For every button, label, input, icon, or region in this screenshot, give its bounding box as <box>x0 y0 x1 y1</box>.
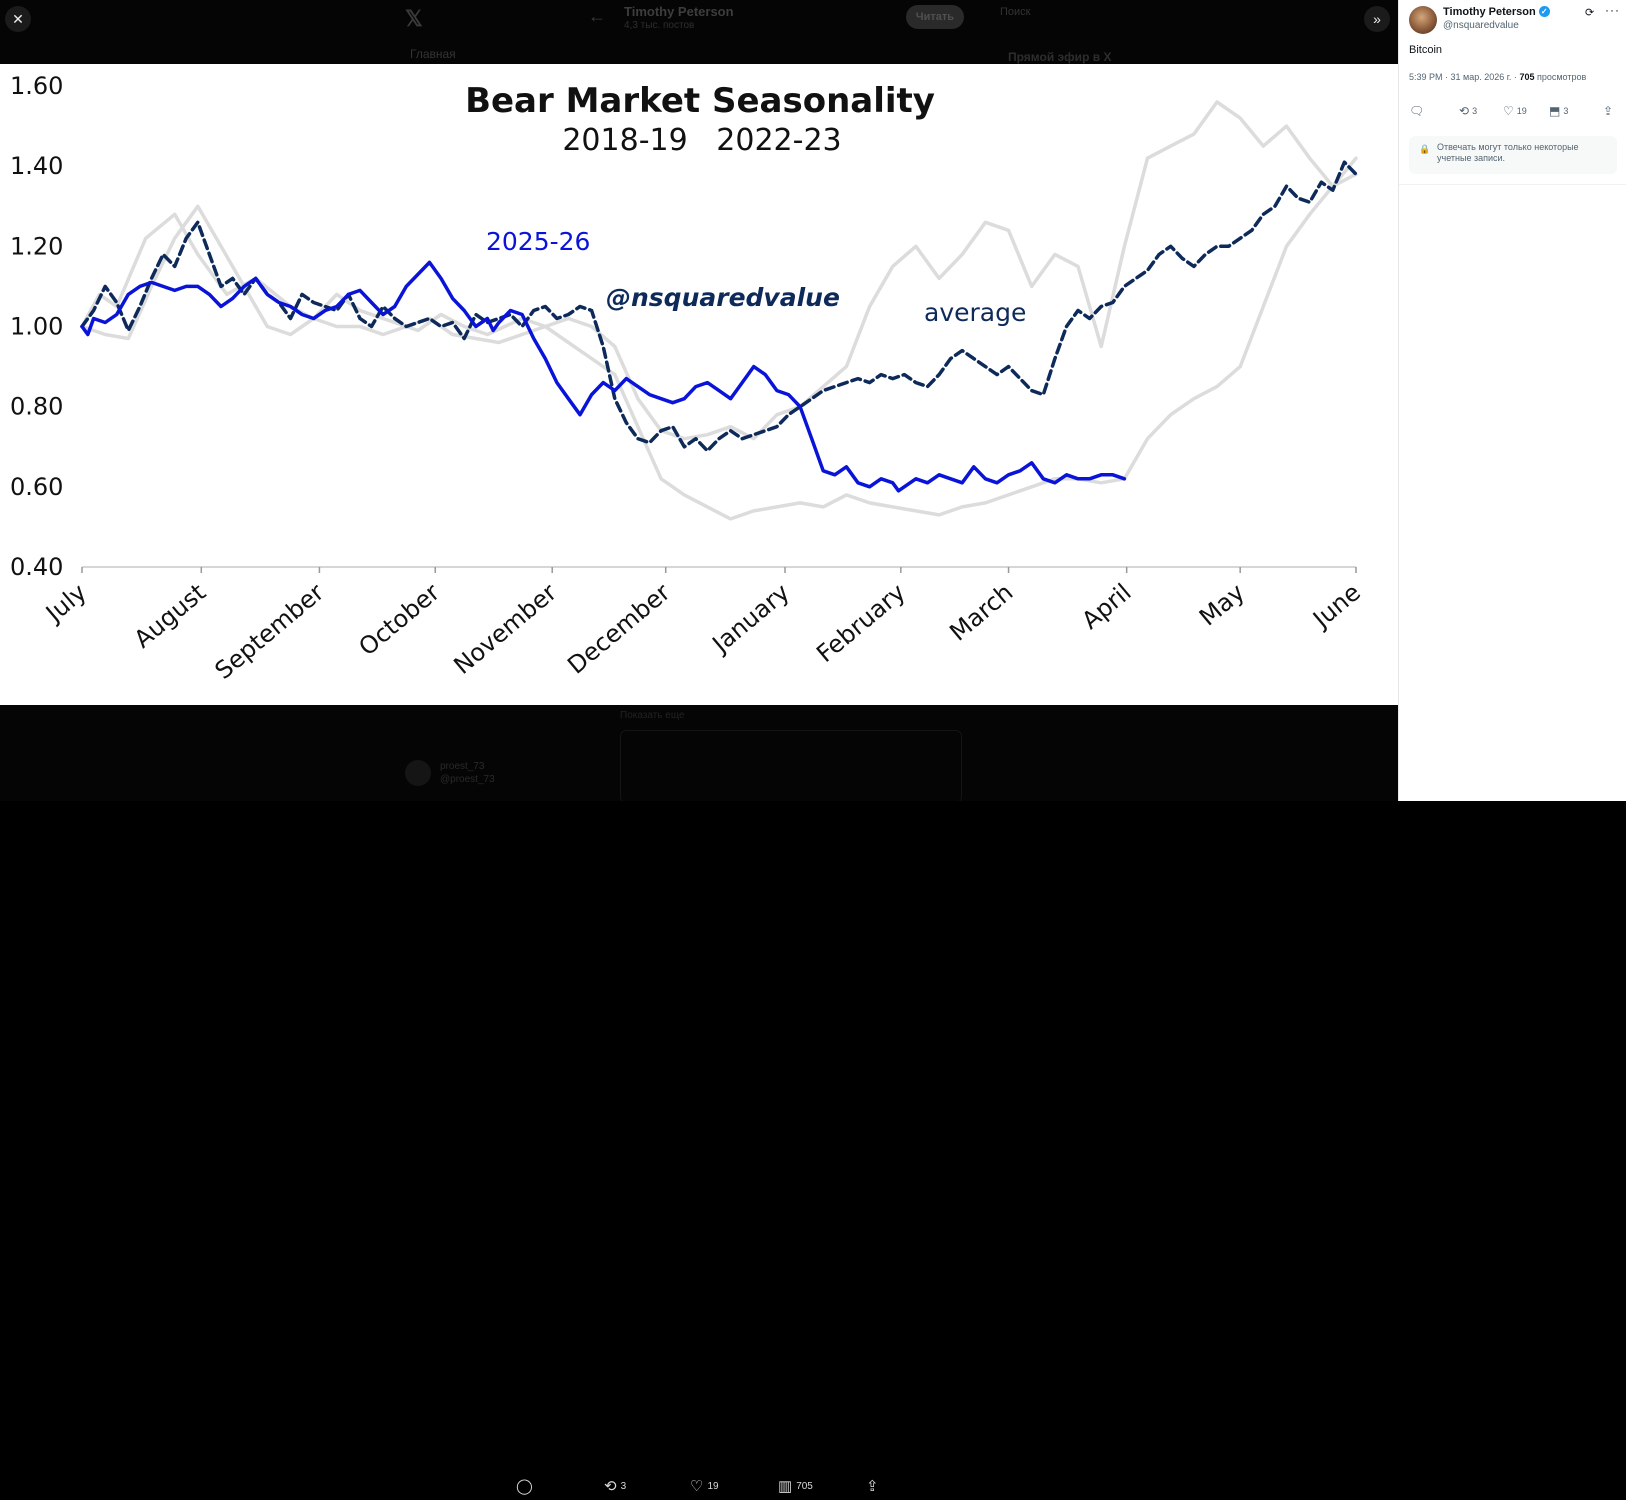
comment-icon: 🗨 <box>1409 104 1425 118</box>
like-count: 19 <box>707 1481 719 1492</box>
nav-home: Главная <box>410 47 456 61</box>
comment-icon: ◯ <box>516 1478 533 1495</box>
y-tick-label: 0.60 <box>10 473 63 501</box>
share-icon: ⇪ <box>1603 104 1614 118</box>
share-button[interactable]: ⇪ <box>866 1475 883 1499</box>
series-line-2022-23 <box>80 172 1358 521</box>
trend-title: Прямой эфир в X <box>1008 50 1112 64</box>
like-button[interactable]: ♡ 19 <box>690 1475 719 1499</box>
author-handle[interactable]: @nsquaredvalue <box>1443 20 1519 31</box>
panel-bookmark-button[interactable]: ⬒ 3 <box>1549 104 1568 118</box>
x-tick-label: December <box>562 578 675 680</box>
heart-icon: ♡ <box>690 1478 704 1495</box>
search-input: Поиск <box>1000 6 1031 18</box>
x-tick-label: July <box>39 578 92 628</box>
x-tick-label: November <box>448 578 562 680</box>
y-tick-label: 1.00 <box>10 313 63 341</box>
panel-repost-button[interactable]: ⟲ 3 <box>1459 104 1477 118</box>
views-count: 705 <box>796 1481 813 1492</box>
grok-icon[interactable]: ⟳ <box>1585 7 1595 19</box>
close-icon[interactable]: ✕ <box>5 6 31 32</box>
author-name-text[interactable]: Timothy Peterson <box>1443 6 1536 18</box>
media-bottom-bar: ◯ ⟲ 3 ♡ 19 ▥ 705 ⇪ <box>0 705 1398 1495</box>
avatar[interactable] <box>1409 6 1437 34</box>
post-actions: 🗨 ⟲ 3 ♡ 19 ⬒ 3 ⇪ <box>1409 104 1619 120</box>
back-arrow-icon: ← <box>588 6 606 26</box>
post-meta: 5:39 PM · 31 мар. 2026 г. · 705 просмотр… <box>1409 72 1586 82</box>
panel-reply-button[interactable]: 🗨 <box>1409 104 1424 118</box>
watermark: @nsquaredvalue <box>606 283 840 312</box>
series-line-average <box>80 160 1358 453</box>
views-button[interactable]: ▥ 705 <box>778 1475 813 1499</box>
profile-header-name: Timothy Peterson <box>624 4 734 19</box>
y-tick-label: 1.40 <box>10 152 63 180</box>
panel-like-count: 19 <box>1516 106 1527 116</box>
repost-button[interactable]: ⟲ 3 <box>604 1475 626 1499</box>
x-tick-label: April <box>1077 578 1137 635</box>
verified-badge-icon: ✓ <box>1538 6 1550 17</box>
panel-bookmark-count: 3 <box>1563 106 1569 116</box>
post-views-count: 705 <box>1519 72 1535 82</box>
x-logo-icon: 𝕏 <box>405 6 423 31</box>
reply-author: proest_73 @proest_73 <box>440 760 495 786</box>
post-side-panel: Timothy Peterson ✓ @nsquaredvalue ⟳ ··· B… <box>1398 0 1626 801</box>
repost-count: 3 <box>620 1481 627 1492</box>
bookmark-icon: ⬒ <box>1549 104 1561 118</box>
post-text: Bitcoin <box>1409 44 1443 56</box>
reply-name: proest_73 <box>440 761 485 772</box>
share-icon: ⇪ <box>866 1478 879 1495</box>
x-tick-label: March <box>944 578 1018 646</box>
x-tick-label: September <box>210 578 330 685</box>
x-tick-label: February <box>811 578 910 668</box>
x-tick-label: October <box>354 578 446 661</box>
reply-handle: @proest_73 <box>440 774 495 785</box>
chart-subtitle: 2018-19 2022-23 <box>562 123 841 158</box>
x-tick-label: January <box>706 578 795 659</box>
views-icon: ▥ <box>778 1478 793 1495</box>
repost-icon: ⟲ <box>1459 104 1470 118</box>
label-2025-26: 2025-26 <box>486 227 590 256</box>
chart-title: Bear Market Seasonality <box>465 81 935 121</box>
reply-text: Показать еще <box>620 710 685 721</box>
panel-like-button[interactable]: ♡ 19 <box>1503 104 1527 118</box>
profile-header-posts: 4,3 тыс. постов <box>624 20 695 31</box>
series-line-2025-26 <box>80 260 1127 493</box>
reply-restriction-notice: 🔒 Отвечать могут только некоторые учетны… <box>1409 136 1617 174</box>
reply-avatar <box>405 760 431 786</box>
more-options-icon[interactable]: ··· <box>1605 3 1620 17</box>
reply-button[interactable]: ◯ <box>516 1475 537 1499</box>
x-tick-label: May <box>1194 578 1250 631</box>
heart-icon: ♡ <box>1503 104 1514 118</box>
post-timestamp[interactable]: 5:39 PM · 31 мар. 2026 г. · <box>1409 72 1520 82</box>
reply-restriction-text: Отвечать могут только некоторые учетные … <box>1437 142 1579 163</box>
y-tick-label: 1.60 <box>10 72 63 100</box>
y-tick-label: 1.20 <box>10 232 63 260</box>
x-tick-label: June <box>1306 578 1366 634</box>
divider <box>1399 184 1626 185</box>
read-button: Читать <box>906 5 964 29</box>
reply-media-thumb <box>620 730 962 801</box>
lock-icon: 🔒 <box>1419 144 1431 154</box>
y-tick-label: 0.80 <box>10 393 63 421</box>
media-image: 1.60 1.40 1.20 1.00 0.80 0.60 0.40 July August Se… <box>0 64 1398 705</box>
panel-share-button[interactable]: ⇪ <box>1603 104 1613 118</box>
expand-panel-icon[interactable]: » <box>1364 6 1390 32</box>
y-tick-label: 0.40 <box>10 553 63 581</box>
panel-repost-count: 3 <box>1472 106 1478 116</box>
label-average: average <box>924 298 1026 327</box>
author-name[interactable]: Timothy Peterson ✓ <box>1443 6 1550 18</box>
x-tick-label: August <box>129 578 211 653</box>
post-views-label: просмотров <box>1534 72 1587 82</box>
repost-icon: ⟲ <box>604 1478 617 1495</box>
